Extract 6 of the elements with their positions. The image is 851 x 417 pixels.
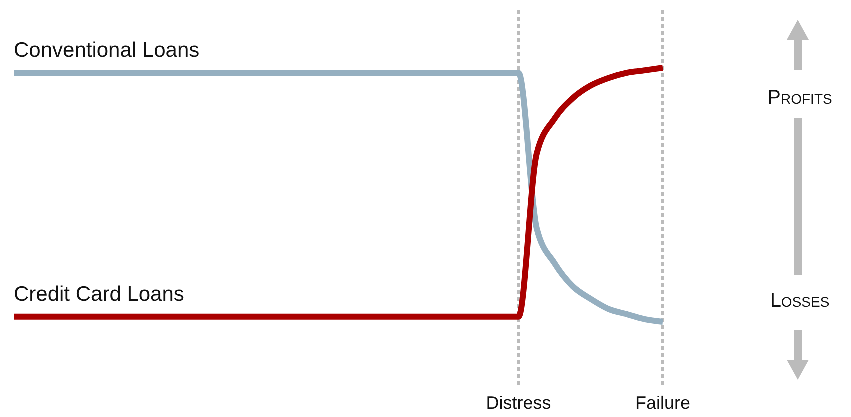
series-label: Credit Card Loans	[14, 282, 184, 306]
text: Profits	[768, 87, 832, 109]
text: Losses	[770, 290, 830, 312]
series-label: Conventional Loans	[14, 39, 200, 62]
x-tick-label: Failure	[635, 393, 691, 413]
x-tick-label: Distress	[486, 393, 552, 413]
